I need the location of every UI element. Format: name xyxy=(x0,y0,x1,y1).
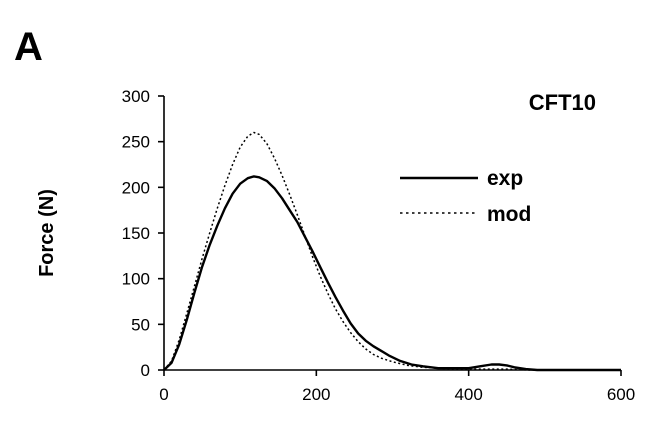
legend-item-mod: mod xyxy=(400,203,531,226)
legend-item-exp: exp xyxy=(400,167,523,190)
y-tick-label: 300 xyxy=(122,87,150,106)
x-tick-label: 400 xyxy=(454,385,482,404)
y-tick-label: 200 xyxy=(122,178,150,197)
legend: exp mod xyxy=(400,167,531,226)
x-tick-label: 0 xyxy=(159,385,168,404)
panel-label: A xyxy=(14,25,43,69)
y-tick-label: 50 xyxy=(131,315,150,334)
x-tick-label: 200 xyxy=(302,385,330,404)
y-tick-label: 0 xyxy=(141,361,150,380)
chart-title: CFT10 xyxy=(529,90,596,115)
legend-label-mod: mod xyxy=(487,203,531,226)
series-line-exp xyxy=(163,175,621,372)
plot-series xyxy=(163,131,621,372)
y-tick-label: 150 xyxy=(122,224,150,243)
x-tick-label: 600 xyxy=(607,385,635,404)
x-ticks: 0 200 400 600 xyxy=(159,370,635,404)
series-line-mod xyxy=(163,131,621,371)
y-tick-label: 250 xyxy=(122,133,150,152)
legend-label-exp: exp xyxy=(487,167,523,190)
axes xyxy=(163,96,621,371)
y-axis-title: Force (N) xyxy=(36,189,58,277)
y-tick-label: 100 xyxy=(122,270,150,289)
y-ticks: 0 50 100 150 200 250 300 xyxy=(122,87,164,380)
